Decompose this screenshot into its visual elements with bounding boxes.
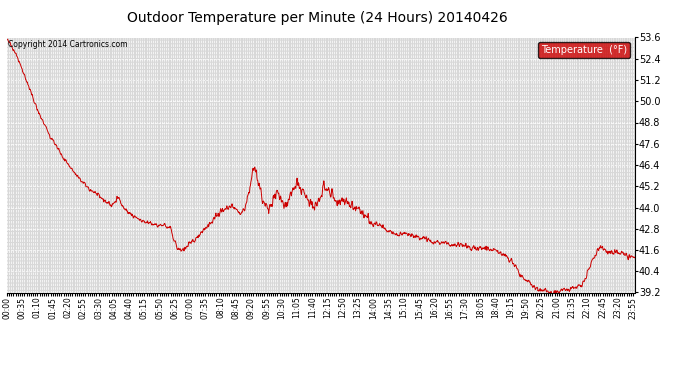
Text: Copyright 2014 Cartronics.com: Copyright 2014 Cartronics.com — [8, 40, 127, 49]
Text: Outdoor Temperature per Minute (24 Hours) 20140426: Outdoor Temperature per Minute (24 Hours… — [127, 11, 508, 25]
Legend: Temperature  (°F): Temperature (°F) — [538, 42, 630, 58]
